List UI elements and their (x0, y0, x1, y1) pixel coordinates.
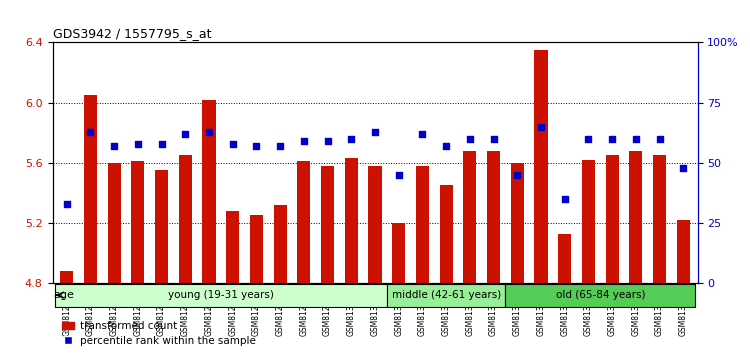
Point (653, 136, 665, 142)
Point (61, 201, 73, 207)
Bar (202, 100, 215, 283)
Point (108, 143, 120, 149)
Bar (60, 271, 74, 283)
Bar (345, 158, 358, 283)
Text: old (65-84 years): old (65-84 years) (556, 290, 645, 300)
Bar (506, 285, 695, 307)
Bar (605, 155, 619, 283)
Bar (321, 166, 334, 283)
Bar (387, 285, 506, 307)
Point (393, 172, 405, 178)
Bar (440, 185, 453, 283)
Bar (297, 161, 310, 283)
Bar (653, 155, 666, 283)
Text: age: age (53, 290, 74, 300)
Point (559, 196, 571, 202)
Bar (582, 160, 595, 283)
Bar (487, 151, 500, 283)
Point (535, 124, 547, 130)
Bar (84, 95, 97, 283)
Text: young (19-31 years): young (19-31 years) (168, 290, 274, 300)
Bar (464, 151, 476, 283)
Point (416, 131, 428, 137)
Point (251, 143, 262, 149)
Point (298, 138, 310, 144)
Bar (676, 220, 690, 283)
Point (274, 143, 286, 149)
Point (464, 136, 476, 142)
Point (85, 129, 97, 135)
Bar (511, 163, 524, 283)
Point (179, 131, 191, 137)
Point (606, 136, 618, 142)
Bar (368, 166, 382, 283)
Point (677, 165, 689, 171)
Point (630, 136, 642, 142)
Point (440, 143, 452, 149)
Legend: transformed count, percentile rank within the sample: transformed count, percentile rank withi… (58, 317, 260, 350)
Point (345, 136, 357, 142)
Bar (155, 170, 168, 283)
Bar (226, 211, 239, 283)
Text: GDS3942 / 1557795_s_at: GDS3942 / 1557795_s_at (53, 27, 211, 40)
Bar (535, 50, 548, 283)
Bar (131, 161, 145, 283)
Text: middle (42-61 years): middle (42-61 years) (392, 290, 501, 300)
Point (155, 141, 167, 147)
Bar (629, 151, 642, 283)
Point (203, 129, 215, 135)
Point (512, 172, 524, 178)
Bar (558, 234, 572, 283)
Bar (250, 216, 263, 283)
Point (488, 136, 500, 142)
Bar (416, 166, 429, 283)
Point (322, 138, 334, 144)
Bar (178, 155, 192, 283)
Point (369, 129, 381, 135)
Point (226, 141, 238, 147)
Point (132, 141, 144, 147)
Bar (55, 285, 387, 307)
Bar (274, 205, 286, 283)
Bar (392, 223, 405, 283)
Bar (108, 163, 121, 283)
Point (583, 136, 595, 142)
